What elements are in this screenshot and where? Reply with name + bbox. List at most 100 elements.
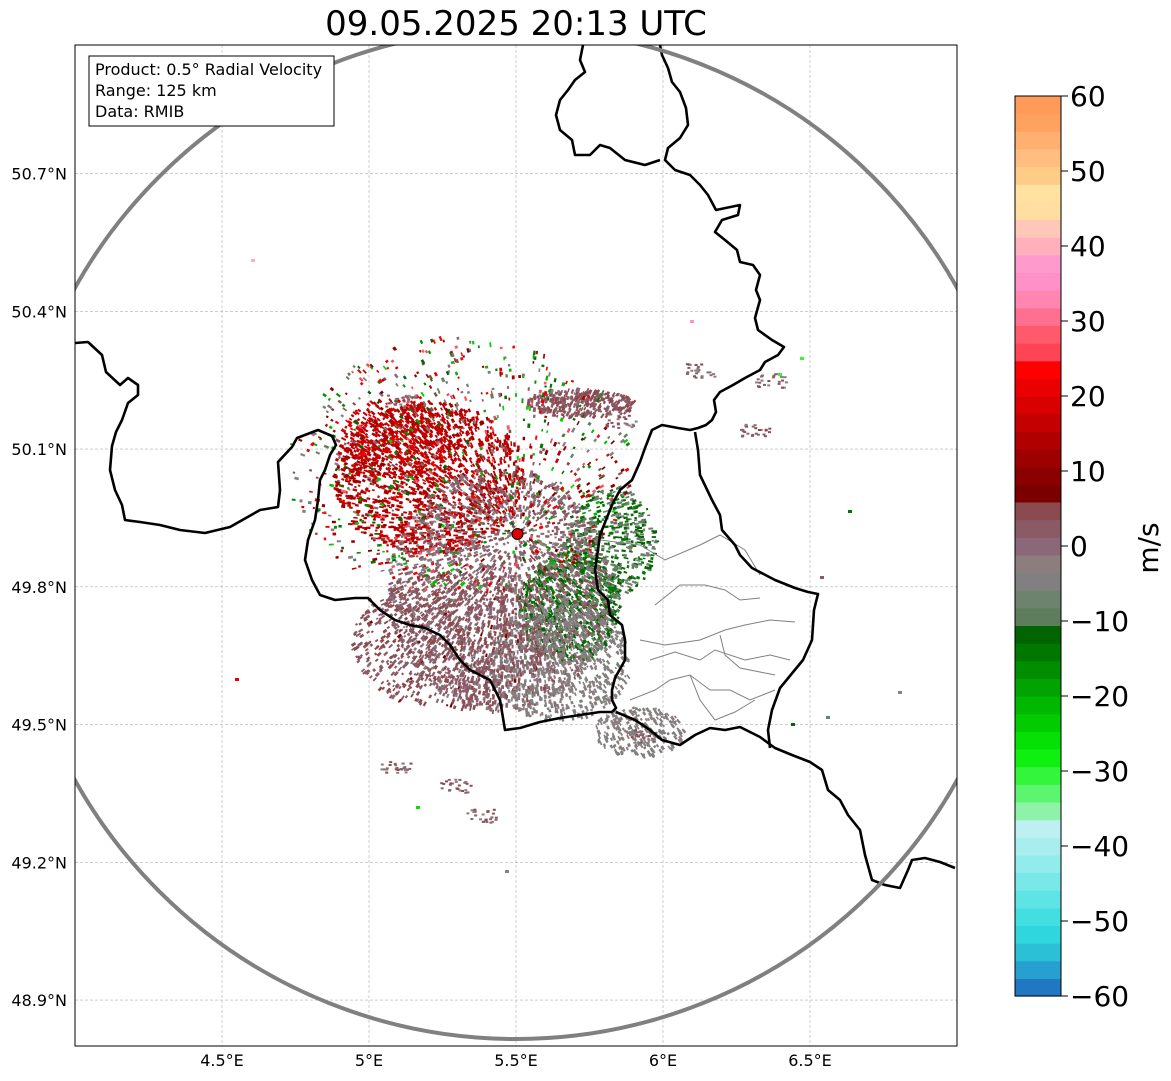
echo-pixel — [392, 475, 397, 479]
echo-pixel — [476, 457, 481, 464]
echo-pixel — [357, 525, 363, 529]
echo-pixel — [498, 442, 502, 445]
echo-pixel — [424, 421, 429, 425]
echo-pixel — [393, 540, 399, 543]
echo-pixel — [383, 436, 388, 441]
echo-pixel — [439, 466, 442, 470]
echo-pixel — [388, 539, 393, 543]
echo-pixel — [371, 488, 375, 492]
echo-pixel — [370, 524, 375, 527]
echo-pixel — [514, 572, 518, 575]
echo-pixel — [468, 502, 474, 508]
echo-pixel — [360, 531, 366, 534]
echo-pixel — [480, 527, 484, 531]
echo-pixel — [466, 422, 471, 427]
echo-pixel — [335, 493, 340, 498]
echo-pixel — [368, 509, 374, 513]
map-title: 09.05.2025 20:13 UTC — [325, 4, 707, 44]
echo-pixel — [517, 474, 520, 480]
echo-pixel — [554, 532, 558, 536]
echo-pixel — [566, 526, 570, 530]
echo-pixel — [348, 506, 353, 509]
echo-pixel — [457, 497, 462, 502]
echo-pixel — [396, 491, 402, 496]
echo-pixel — [469, 425, 474, 430]
echo-pixel — [380, 530, 383, 534]
echo-pixel — [436, 531, 439, 534]
echo-pixel — [485, 527, 489, 530]
echo-pixel — [460, 529, 466, 532]
echo-pixel — [408, 440, 413, 445]
echo-pixel — [487, 456, 491, 460]
echo-pixel — [445, 538, 449, 541]
echo-pixel — [523, 609, 527, 613]
echo-pixel — [492, 470, 497, 476]
echo-pixel — [614, 530, 619, 534]
echo-pixel — [509, 458, 512, 461]
echo-pixel — [634, 530, 639, 532]
echo-pixel — [372, 518, 376, 521]
echo-pixel — [448, 441, 453, 446]
echo-pixel — [607, 534, 611, 537]
echo-pixel — [515, 514, 519, 517]
echo-pixel — [414, 540, 418, 544]
echo-pixel — [574, 528, 579, 532]
echo-pixel — [468, 457, 473, 461]
echo-pixel — [643, 528, 646, 532]
echo-pixel — [615, 526, 620, 529]
echo-pixel — [499, 457, 502, 461]
echo-pixel — [485, 706, 489, 711]
echo-pixel — [650, 556, 654, 561]
echo-pixel — [474, 415, 480, 421]
echo-pixel — [411, 466, 415, 469]
echo-pixel — [646, 540, 651, 544]
echo-pixel — [355, 473, 361, 477]
echo-pixel — [475, 410, 480, 416]
echo-pixel — [375, 529, 378, 532]
echo-pixel — [385, 514, 389, 518]
echo-pixel — [511, 644, 514, 649]
echo-pixel — [394, 508, 399, 511]
echo-pixel — [458, 417, 462, 422]
echo-pixel — [634, 522, 639, 526]
echo-pixel — [362, 471, 366, 475]
echo-pixel — [391, 541, 396, 545]
echo-pixel — [410, 534, 415, 537]
echo-pixel — [521, 456, 525, 462]
echo-pixel — [486, 429, 490, 434]
echo-pixel — [378, 513, 382, 517]
echo-pixel — [416, 538, 421, 541]
echo-pixel — [365, 435, 369, 439]
echo-pixel — [379, 535, 385, 538]
echo-pixel — [354, 527, 360, 531]
echo-pixel — [579, 534, 583, 538]
echo-pixel — [469, 428, 473, 432]
echo-pixel — [392, 481, 397, 485]
echo-pixel — [470, 491, 476, 497]
echo-pixel — [364, 428, 369, 433]
echo-pixel — [547, 695, 551, 699]
echo-pixel — [377, 411, 382, 417]
echo-pixel — [386, 544, 389, 547]
echo-pixel — [623, 535, 629, 539]
echo-pixel — [385, 508, 389, 512]
echo-pixel — [381, 525, 385, 529]
echo-pixel — [353, 516, 358, 519]
echo-pixel — [515, 486, 518, 489]
echo-pixel — [518, 576, 521, 582]
echo-pixel — [457, 505, 462, 510]
echo-pixel — [403, 516, 407, 519]
echo-pixel — [365, 526, 370, 529]
echo-pixel — [415, 524, 418, 527]
echo-pixel — [452, 541, 455, 545]
echo-pixel — [424, 522, 429, 525]
echo-pixel — [518, 605, 521, 608]
echo-pixel — [645, 507, 649, 511]
echo-pixel — [449, 457, 455, 463]
echo-pixel — [636, 525, 640, 528]
echo-pixel — [404, 540, 408, 544]
echo-pixel — [625, 537, 629, 541]
echo-pixel — [357, 484, 361, 487]
echo-pixel — [496, 530, 500, 534]
